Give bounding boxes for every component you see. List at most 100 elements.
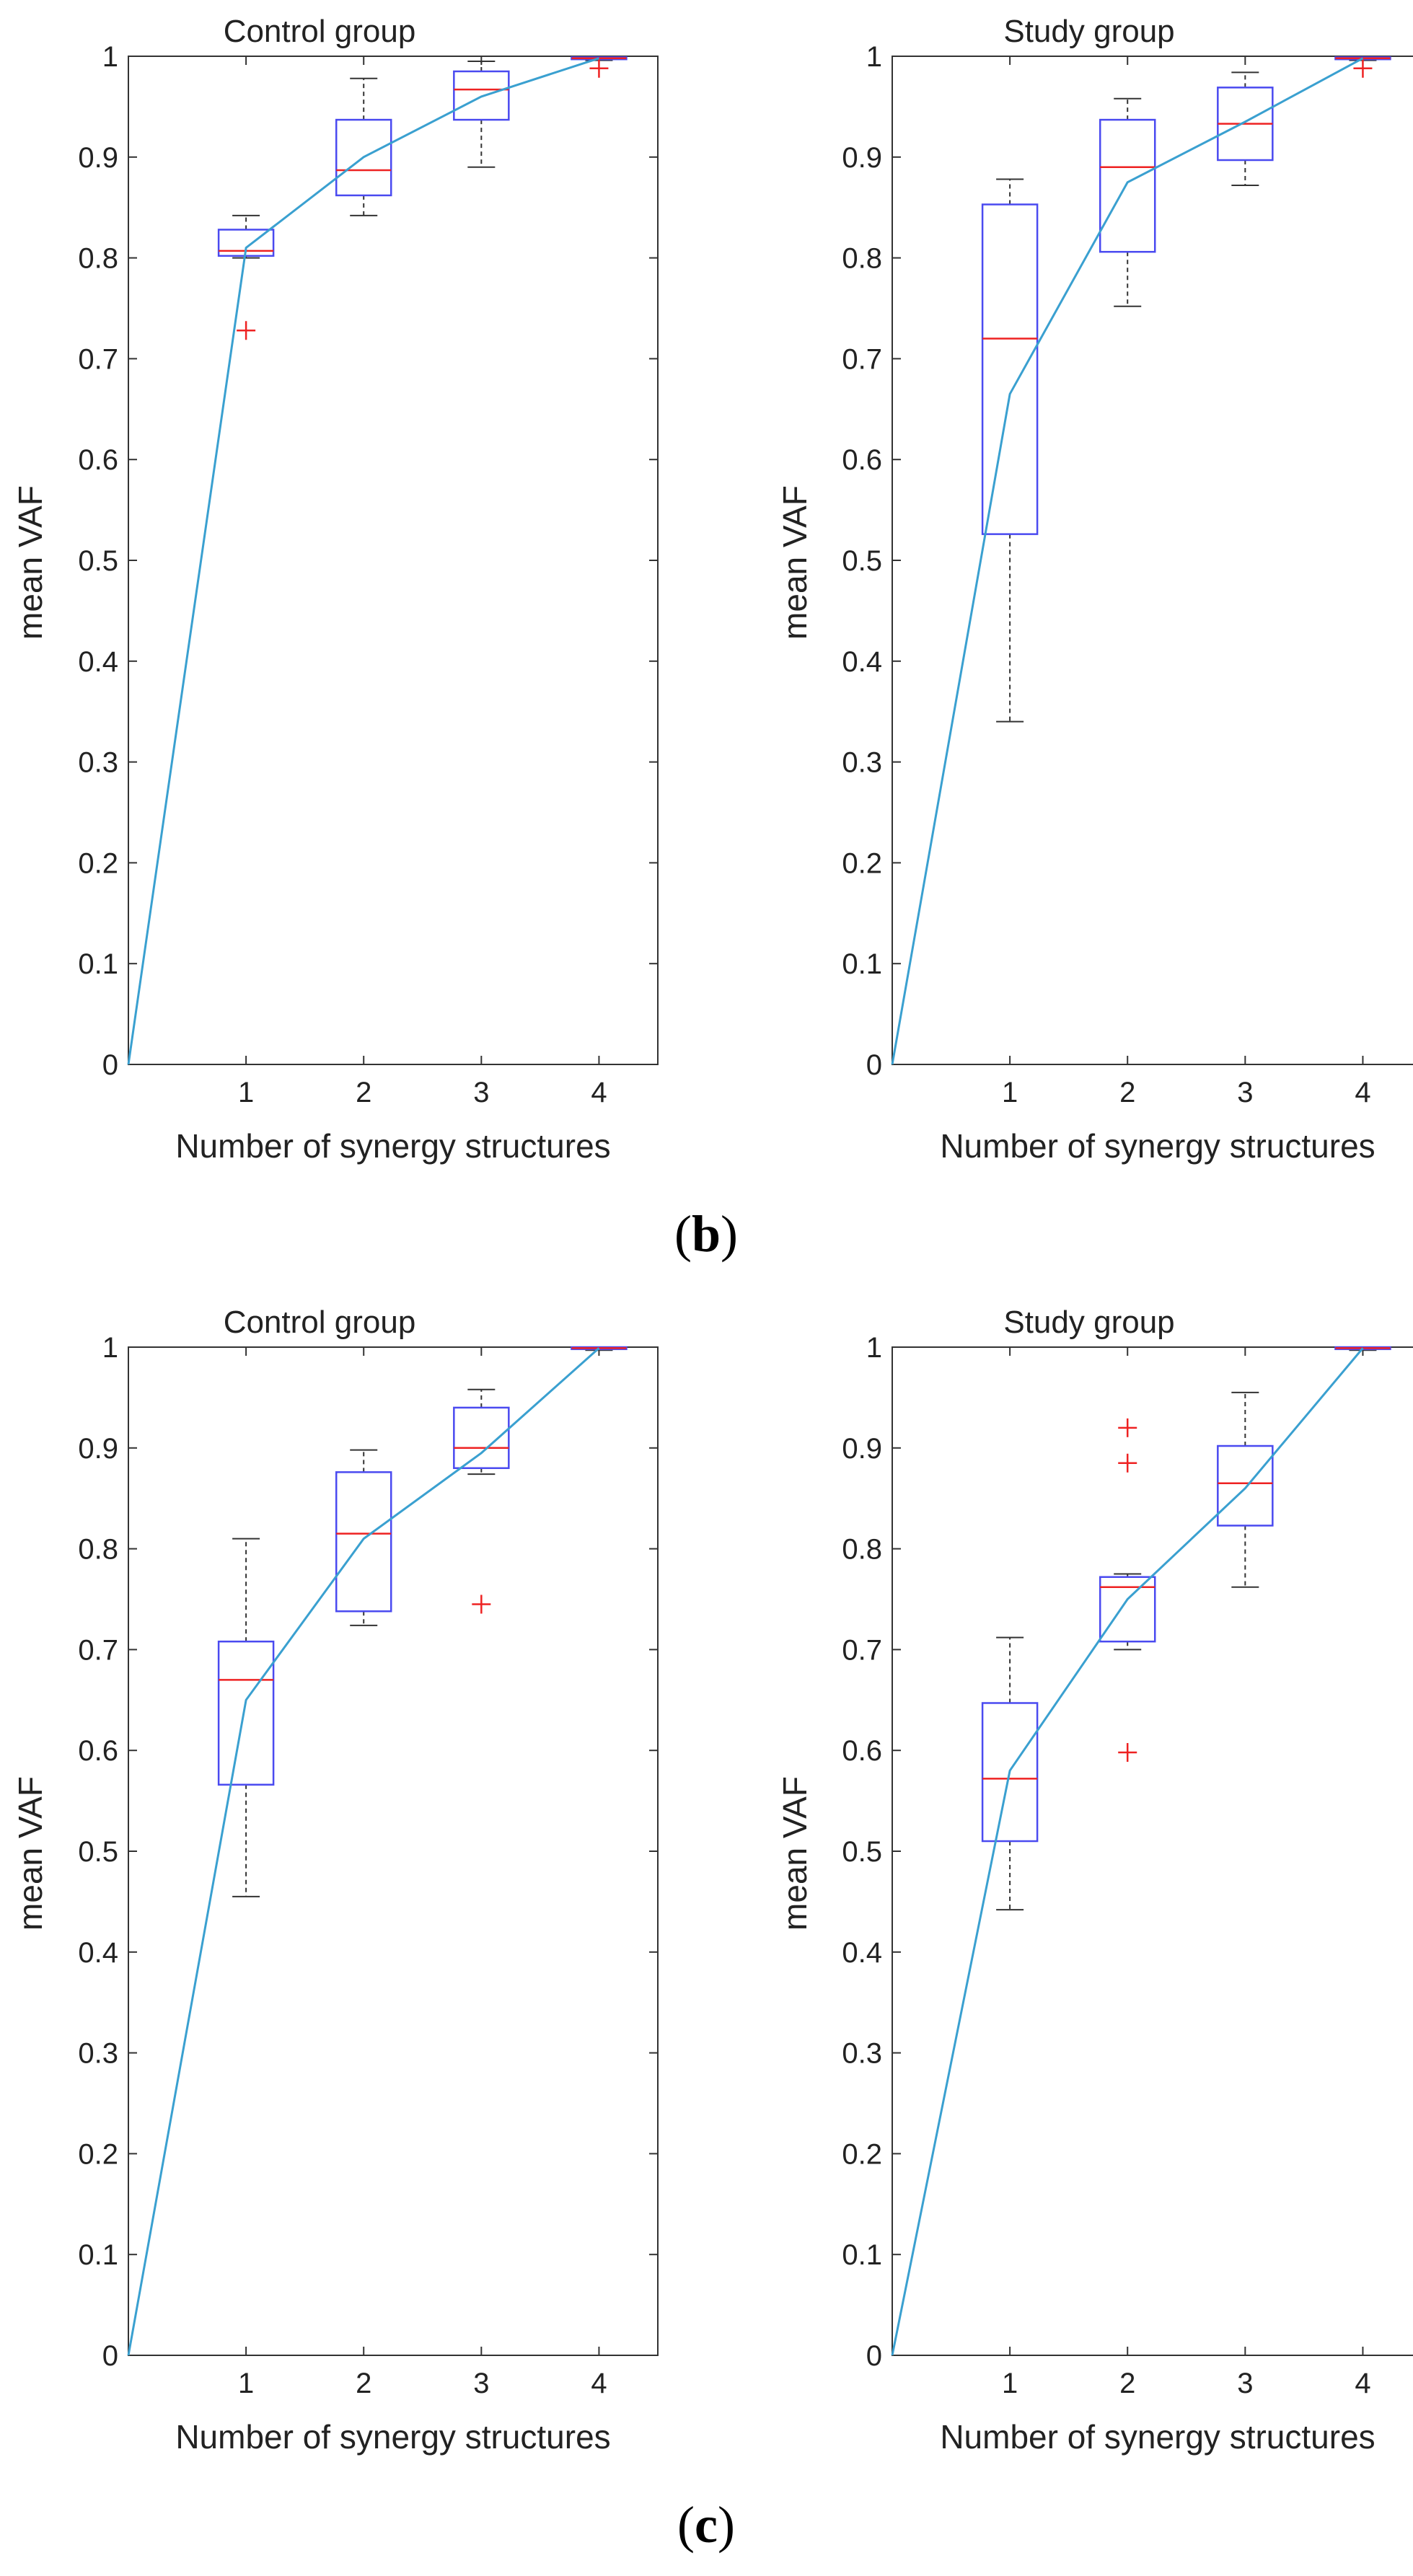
box-group xyxy=(981,1346,1391,1911)
y-tick-label: 0.5 xyxy=(78,1836,118,1868)
y-tick-label: 0.5 xyxy=(78,545,118,577)
x-tick-label: 2 xyxy=(1119,2368,1135,2399)
caption-close: ) xyxy=(718,2496,735,2554)
y-tick-label: 0.9 xyxy=(842,1433,882,1465)
box-4 xyxy=(571,56,628,78)
box-group xyxy=(217,56,628,340)
plot-frame xyxy=(892,56,1413,1065)
y-ticks: 0 0.1 0.2 0.3 0.4 0.5 0.6 0.7 0.8 0.9 1 xyxy=(78,41,658,1081)
y-tick-label: 0.2 xyxy=(78,847,118,879)
y-axis-label: mean VAF xyxy=(12,485,49,640)
x-tick-label: 3 xyxy=(473,2368,489,2399)
chart-c-control: Control group mean VAF Number of synergy… xyxy=(12,1305,659,2456)
x-tick-label: 2 xyxy=(356,2368,371,2399)
x-tick-label: 2 xyxy=(356,1077,371,1108)
outlier-marker xyxy=(472,1594,491,1614)
x-tick-label: 1 xyxy=(238,1077,254,1108)
y-tick-label: 0.2 xyxy=(78,2138,118,2170)
y-tick-label: 0.6 xyxy=(842,1735,882,1767)
x-tick-label: 2 xyxy=(1119,1077,1135,1108)
chart-b-control: Control group mean VAF Number of synergy… xyxy=(12,14,659,1165)
caption-letter: c xyxy=(695,2496,718,2554)
y-tick-label: 0 xyxy=(866,1049,882,1081)
y-tick-label: 0.1 xyxy=(842,948,882,980)
outlier-marker xyxy=(589,58,609,78)
y-tick-label: 0.7 xyxy=(842,1634,882,1666)
iqr-box xyxy=(1099,118,1156,253)
outlier-marker xyxy=(1353,58,1373,78)
y-tick-label: 0.2 xyxy=(842,847,882,879)
iqr-box xyxy=(335,1471,392,1613)
y-tick-label: 0.6 xyxy=(842,444,882,476)
y-tick-label: 0.9 xyxy=(78,1433,118,1465)
caption-b: (b) xyxy=(674,1205,738,1263)
y-tick-label: 0.6 xyxy=(78,444,118,476)
mean-vaf-line xyxy=(127,1347,600,2356)
box-3 xyxy=(1217,71,1274,186)
plot-frame xyxy=(128,56,659,1065)
y-tick-label: 0.6 xyxy=(78,1735,118,1767)
y-tick-label: 1 xyxy=(102,41,118,73)
y-tick-label: 0.2 xyxy=(842,2138,882,2170)
mean-line-group xyxy=(891,1347,1364,2356)
box-1 xyxy=(217,1538,275,1897)
caption-c: (c) xyxy=(677,2496,735,2554)
y-tick-label: 0.9 xyxy=(78,142,118,174)
y-tick-label: 0 xyxy=(102,2340,118,2372)
box-3 xyxy=(1217,1391,1274,1588)
y-tick-label: 0.8 xyxy=(842,243,882,275)
box-3 xyxy=(453,60,510,168)
iqr-box xyxy=(981,203,1039,535)
y-axis-label: mean VAF xyxy=(12,1776,49,1931)
x-ticks: 1 2 3 4 xyxy=(238,56,607,1108)
y-tick-label: 1 xyxy=(866,41,882,73)
caption-letter: b xyxy=(692,1205,721,1263)
iqr-box xyxy=(981,1702,1039,1843)
caption-open: ( xyxy=(677,2496,695,2554)
y-tick-label: 0.3 xyxy=(842,747,882,779)
y-tick-label: 0.4 xyxy=(842,646,882,678)
y-tick-label: 0 xyxy=(866,2340,882,2372)
box-group xyxy=(217,1346,628,1897)
outlier-marker xyxy=(1118,1742,1137,1762)
x-tick-label: 4 xyxy=(591,2368,607,2399)
y-ticks: 0 0.1 0.2 0.3 0.4 0.5 0.6 0.7 0.8 0.9 1 xyxy=(842,41,901,1081)
x-tick-label: 3 xyxy=(1237,2368,1253,2399)
mean-vaf-line xyxy=(891,1347,1364,2356)
x-axis-label: Number of synergy structures xyxy=(940,1127,1375,1165)
x-tick-label: 3 xyxy=(473,1077,489,1108)
axes-box xyxy=(128,56,659,1065)
x-axis-label: Number of synergy structures xyxy=(175,1127,610,1165)
y-ticks: 0 0.1 0.2 0.3 0.4 0.5 0.6 0.7 0.8 0.9 1 xyxy=(78,1332,658,2372)
y-tick-label: 0.8 xyxy=(842,1534,882,1566)
plot-frame xyxy=(128,1346,659,2356)
mean-line-group xyxy=(127,57,599,1065)
y-tick-label: 0.4 xyxy=(78,1937,118,1969)
y-tick-label: 0.3 xyxy=(78,2038,118,2070)
x-tick-label: 4 xyxy=(1355,2368,1370,2399)
chart-title: Study group xyxy=(1003,1305,1174,1340)
x-ticks: 1 2 3 4 xyxy=(1002,1347,1371,2399)
y-tick-label: 0.1 xyxy=(78,948,118,980)
chart-title: Control group xyxy=(224,1305,416,1340)
x-tick-label: 1 xyxy=(1002,1077,1018,1108)
x-axis-label: Number of synergy structures xyxy=(175,2418,610,2456)
iqr-box xyxy=(217,1640,275,1786)
iqr-box xyxy=(1217,1444,1274,1527)
y-tick-label: 0.3 xyxy=(78,747,118,779)
chart-c-study: Study group mean VAF Number of synergy s… xyxy=(776,1305,1413,2456)
box-1 xyxy=(981,178,1039,723)
box-1 xyxy=(981,1636,1039,1911)
x-ticks: 1 2 3 4 xyxy=(1002,56,1371,1108)
outlier-marker xyxy=(1118,1418,1137,1437)
chart-title: Study group xyxy=(1003,14,1174,49)
y-tick-label: 0.5 xyxy=(842,1836,882,1868)
mean-line-group xyxy=(891,57,1364,1065)
y-tick-label: 0.1 xyxy=(842,2239,882,2271)
caption-open: ( xyxy=(674,1205,692,1263)
iqr-box xyxy=(453,1406,510,1470)
box-2 xyxy=(335,1449,392,1626)
y-tick-label: 0.9 xyxy=(842,142,882,174)
y-tick-label: 0.8 xyxy=(78,1534,118,1566)
